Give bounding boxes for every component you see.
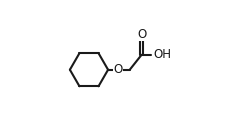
Text: O: O <box>136 28 146 41</box>
Text: O: O <box>113 63 122 76</box>
Text: OH: OH <box>153 48 171 61</box>
